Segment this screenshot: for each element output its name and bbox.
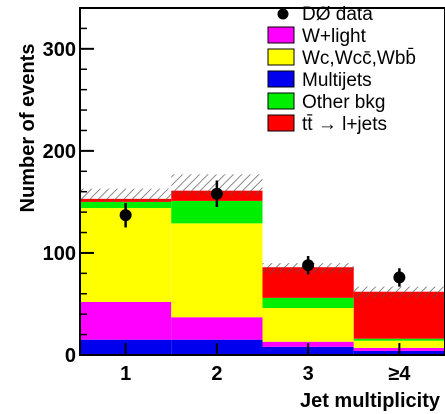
legend-label-1: W+light [302,26,367,47]
y-tick-label-0: 0 [65,345,76,367]
bar-segment-2-2 [262,308,354,342]
data-points [119,180,406,287]
legend-marker-data [277,8,289,20]
legend-swatch-0 [267,70,295,88]
bar-segment-1-1 [171,317,263,340]
data-point-3 [393,271,406,284]
bar-segment-3-2 [262,297,354,309]
legend-swatch-4 [267,114,295,132]
uncertainty-band-0 [80,188,172,202]
axes: 0 100 200 300 1 2 3 ≥4 [43,27,411,385]
legend-label-3: Other bkg [302,92,385,113]
x-axis-title: Jet multiplicity [300,390,441,412]
legend-label-0: Multijets [302,70,372,91]
x-tick-label-3: ≥4 [388,363,411,385]
bar-segment-2-1 [171,223,263,318]
bar-segment-3-3 [353,338,445,341]
x-tick-label-2: 3 [303,363,314,385]
bar-segment-4-3 [353,291,445,339]
legend-label-2: Wc,Wcc̄,Wbb̄ [302,48,416,69]
bar-segment-1-0 [80,301,172,340]
data-point-1 [210,187,223,200]
x-tick-label-0: 1 [120,363,131,385]
uncertainty-band-3 [353,286,445,298]
legend-label-data: DØ data [302,4,373,25]
legend-swatch-2 [267,48,295,66]
x-tick-label-1: 2 [211,363,222,385]
data-point-0 [119,209,132,222]
y-axis-title: Number of events [17,44,39,213]
legend-label-4: tt̄ → l+jets [302,114,387,135]
legend-swatch-1 [267,26,295,44]
bar-segment-3-1 [171,200,263,224]
y-tick-label-2: 200 [43,141,76,163]
data-point-2 [302,259,315,272]
legend-swatch-3 [267,92,295,110]
y-tick-label-3: 300 [43,39,76,61]
legend: DØ dataW+lightWc,Wcc̄,Wbb̄MultijetsOther… [267,4,416,135]
plot-frame [79,7,445,356]
y-tick-label-1: 100 [43,243,76,265]
